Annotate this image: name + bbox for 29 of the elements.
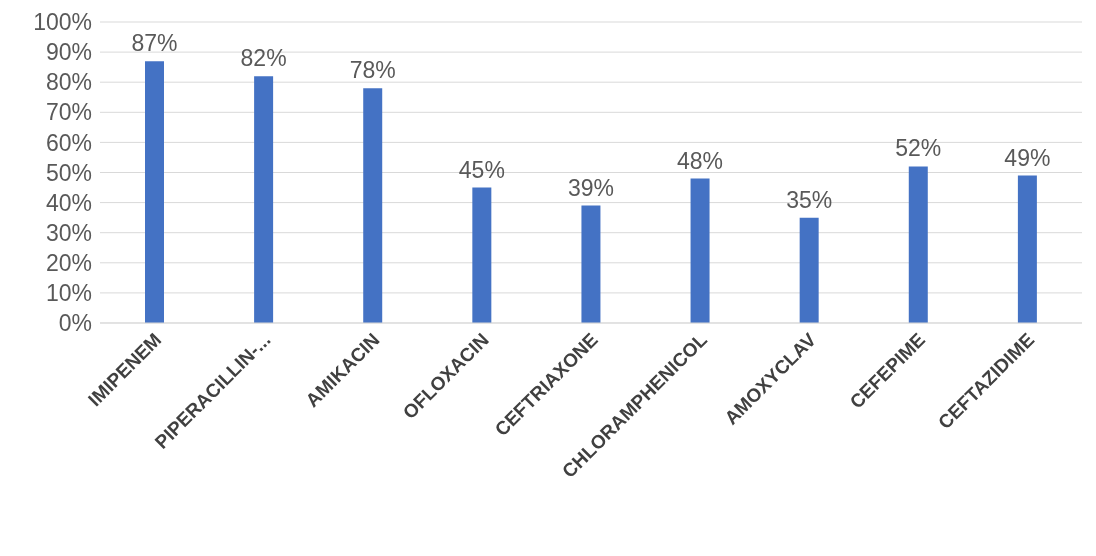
bar (690, 178, 710, 323)
y-tick-label: 20% (45, 249, 92, 276)
y-tick-label: 30% (45, 219, 92, 246)
data-label: 52% (895, 135, 942, 162)
y-tick-label: 40% (45, 189, 92, 216)
bar (254, 76, 274, 323)
bar (363, 88, 383, 323)
bar (908, 166, 928, 323)
y-tick-label: 60% (45, 129, 92, 156)
data-label: 49% (1004, 144, 1051, 171)
y-tick-label: 0% (58, 310, 92, 337)
bar (145, 61, 164, 323)
y-tick-label: 100% (33, 9, 92, 36)
bar (1017, 175, 1037, 323)
bar (472, 187, 492, 323)
y-tick-label: 90% (45, 39, 92, 66)
data-label: 39% (567, 174, 614, 201)
y-tick-label: 70% (45, 99, 92, 126)
y-tick-label: 50% (45, 159, 92, 186)
bar (581, 205, 601, 323)
data-label: 78% (349, 57, 396, 84)
data-label: 87% (131, 30, 178, 57)
bar (799, 217, 819, 323)
data-label: 48% (677, 147, 724, 174)
data-label: 35% (786, 186, 833, 213)
y-tick-label: 80% (45, 69, 92, 96)
data-label: 82% (240, 45, 287, 72)
data-label: 45% (458, 156, 505, 183)
y-tick-label: 10% (45, 280, 92, 307)
